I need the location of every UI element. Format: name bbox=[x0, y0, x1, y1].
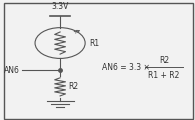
Text: R1: R1 bbox=[89, 39, 99, 48]
Text: R2: R2 bbox=[68, 82, 78, 91]
Text: R1 + R2: R1 + R2 bbox=[148, 71, 180, 80]
Text: AN6 = 3.3 ×: AN6 = 3.3 × bbox=[103, 63, 153, 72]
Text: 3.3V: 3.3V bbox=[51, 2, 69, 11]
FancyBboxPatch shape bbox=[4, 3, 193, 119]
Text: R2: R2 bbox=[159, 56, 169, 65]
Text: AN6: AN6 bbox=[4, 66, 20, 75]
